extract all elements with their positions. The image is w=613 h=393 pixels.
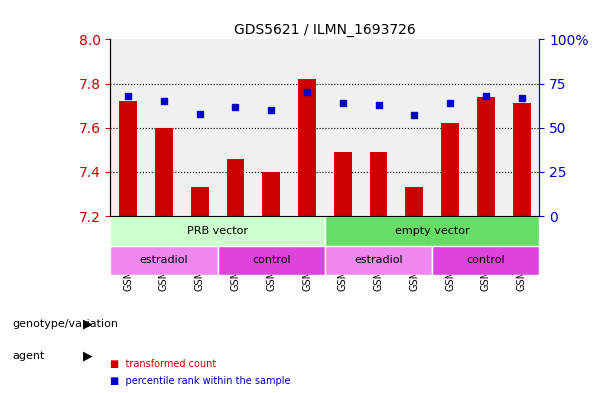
Bar (262, 172, 280, 216)
Text: genotype/variation: genotype/variation (12, 319, 118, 329)
FancyBboxPatch shape (110, 246, 218, 275)
FancyBboxPatch shape (325, 246, 432, 275)
Bar (298, 79, 316, 216)
Title: GDS5621 / ILMN_1693726: GDS5621 / ILMN_1693726 (234, 23, 416, 37)
Text: ■  transformed count: ■ transformed count (110, 358, 216, 369)
Text: estradiol: estradiol (140, 255, 188, 265)
Text: PRB vector: PRB vector (187, 226, 248, 236)
Bar (441, 123, 459, 216)
FancyBboxPatch shape (110, 216, 325, 246)
Bar (477, 97, 495, 216)
Bar (120, 101, 137, 216)
FancyBboxPatch shape (218, 246, 325, 275)
Text: ▶: ▶ (83, 349, 93, 362)
Text: control: control (466, 255, 505, 265)
FancyBboxPatch shape (325, 216, 539, 246)
Text: control: control (252, 255, 291, 265)
Bar (155, 128, 173, 216)
Bar (191, 187, 208, 216)
Bar (227, 159, 245, 216)
Text: ■  percentile rank within the sample: ■ percentile rank within the sample (110, 376, 291, 386)
Bar (405, 187, 423, 216)
FancyBboxPatch shape (432, 246, 539, 275)
Text: agent: agent (12, 351, 45, 361)
Bar (370, 152, 387, 216)
Bar (334, 152, 352, 216)
Bar (512, 103, 530, 216)
Text: ▶: ▶ (83, 318, 93, 331)
Text: estradiol: estradiol (354, 255, 403, 265)
Text: empty vector: empty vector (395, 226, 470, 236)
